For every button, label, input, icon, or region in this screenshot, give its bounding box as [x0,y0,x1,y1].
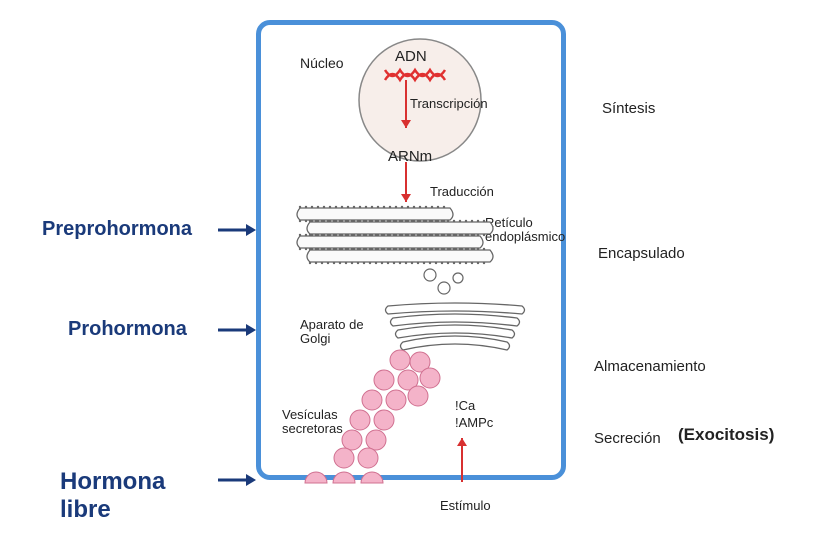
fused-vesicles [0,0,837,547]
